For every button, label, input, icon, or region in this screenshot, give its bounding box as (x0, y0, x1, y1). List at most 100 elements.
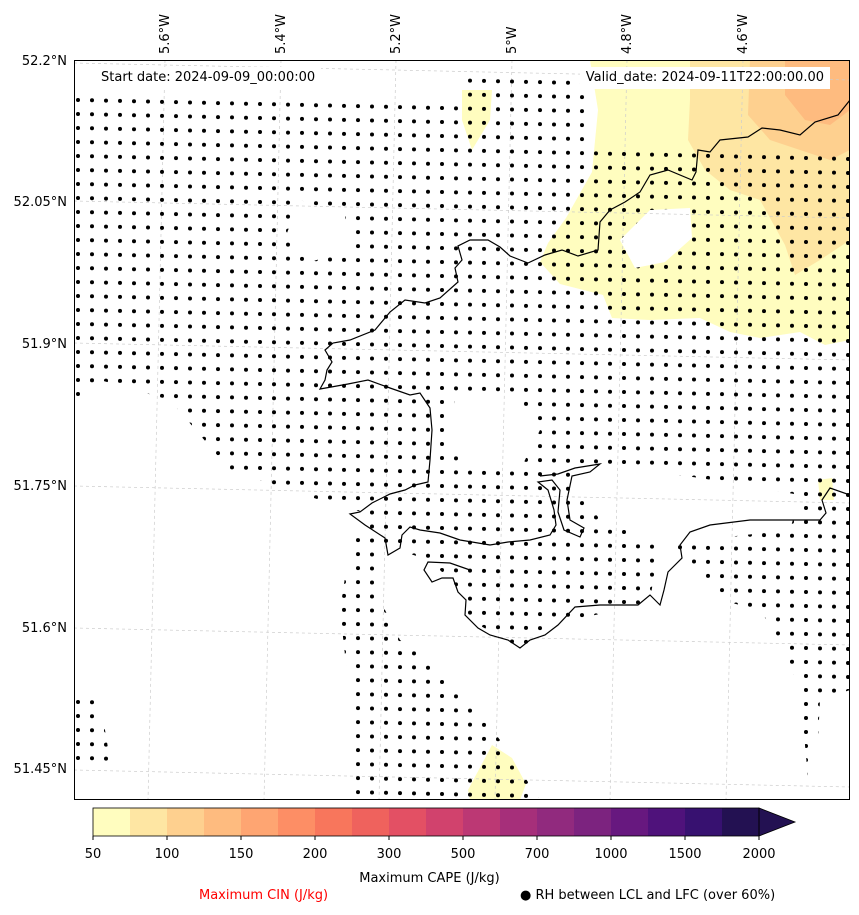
rh-dot (90, 294, 94, 299)
rh-dot (776, 295, 780, 300)
rh-dot (454, 498, 458, 503)
rh-dot (538, 514, 542, 519)
rh-dot (496, 219, 500, 224)
rh-dot (398, 385, 402, 390)
rh-dot (104, 168, 108, 173)
rh-dot (818, 492, 822, 497)
rh-dot (510, 779, 514, 784)
rh-dot (230, 157, 234, 162)
rh-dot (342, 369, 346, 374)
rh-dot (538, 542, 542, 547)
rh-dot (552, 360, 556, 365)
rh-dot (426, 357, 430, 362)
rh-dot (426, 343, 430, 348)
rh-dot (468, 218, 472, 223)
rh-dot (468, 778, 472, 783)
rh-dot (804, 618, 808, 623)
rh-dot (76, 336, 80, 340)
rh-dot (370, 720, 374, 725)
rh-dot (160, 337, 164, 342)
rh-dot (706, 209, 710, 214)
rh-dot (678, 405, 682, 410)
rh-dot (650, 558, 654, 563)
rh-dot (440, 400, 444, 405)
rh-dot (230, 423, 234, 428)
rh-dot (832, 674, 836, 679)
rh-dot (118, 98, 122, 103)
rh-dot (468, 92, 472, 97)
rh-dot (132, 295, 136, 300)
rh-dot (496, 611, 500, 616)
rh-dot (538, 570, 542, 575)
rh-dot (762, 155, 766, 160)
rh-dot (258, 424, 262, 429)
rh-dot (664, 292, 668, 297)
rh-dot (692, 419, 696, 424)
rh-dot (482, 750, 486, 755)
rh-dot (342, 285, 346, 290)
rh-dot (440, 722, 444, 727)
rh-dot (636, 180, 640, 185)
rh-dot (524, 611, 528, 616)
rh-dot (412, 357, 416, 362)
rh-dot (706, 335, 710, 340)
rh-dot (426, 287, 430, 292)
rh-dot (776, 169, 780, 174)
rh-dot (734, 280, 738, 285)
rh-dot (524, 233, 528, 238)
rh-dot (832, 408, 836, 413)
rh-dot (272, 466, 276, 471)
rh-dot (524, 317, 528, 322)
rh-dot (734, 308, 738, 313)
rh-dot (244, 255, 248, 260)
rh-dot (720, 392, 724, 397)
rh-dot (188, 338, 192, 343)
rh-dot (76, 168, 80, 172)
rh-dot (286, 130, 290, 135)
rh-dot (258, 312, 262, 317)
rh-dot (370, 510, 374, 515)
rh-dot (664, 418, 668, 423)
rh-dot (118, 140, 122, 145)
rh-dot (132, 365, 136, 370)
rh-dot (272, 452, 276, 457)
rh-dot (762, 449, 766, 454)
rh-dot (832, 506, 836, 511)
rh-dot (104, 154, 108, 159)
rh-dot (216, 185, 220, 190)
rh-dot (412, 231, 416, 236)
rh-dot (608, 347, 612, 352)
rh-dot (510, 219, 514, 224)
rh-dot (454, 722, 458, 727)
rh-dot (706, 195, 710, 200)
rh-dot (146, 183, 150, 188)
rh-dot (776, 337, 780, 342)
rh-dot (286, 200, 290, 205)
rh-dot (650, 572, 654, 577)
rh-dot (244, 227, 248, 232)
rh-dot (566, 430, 570, 435)
rh-dot (804, 506, 808, 511)
rh-dot (468, 582, 472, 587)
rh-dot (258, 368, 262, 373)
rh-dot (342, 257, 346, 262)
rh-dot (664, 348, 668, 353)
rh-dot (328, 425, 332, 430)
rh-dot (580, 571, 584, 576)
rh-dot (384, 748, 388, 753)
rh-dot (538, 304, 542, 309)
rh-dot (678, 181, 682, 186)
rh-dot (286, 368, 290, 373)
rh-dot (776, 379, 780, 384)
rh-dot (384, 678, 388, 683)
rh-dot (664, 460, 668, 465)
rh-dot (818, 632, 822, 637)
rh-dot (104, 364, 108, 369)
rh-dot (762, 239, 766, 244)
rh-dot (342, 271, 346, 276)
rh-dot (244, 451, 248, 456)
rh-dot (230, 143, 234, 148)
rh-dot (664, 362, 668, 367)
rh-dot (510, 135, 514, 140)
rh-dot (818, 478, 822, 483)
